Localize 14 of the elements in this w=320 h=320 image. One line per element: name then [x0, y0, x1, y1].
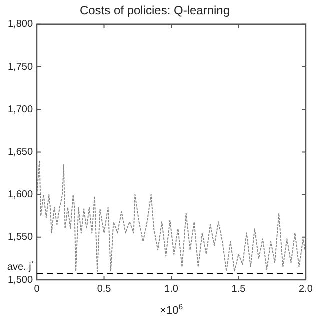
x-tick-label: 0	[34, 284, 40, 295]
line-series	[37, 160, 306, 272]
y-tick-label: 1,600	[8, 190, 34, 201]
x-tick-label: 0.5	[97, 284, 112, 295]
x-tick-label: 2.0	[299, 284, 314, 295]
y-tick-label: 1,750	[8, 62, 34, 73]
y-tick-label: 1,650	[8, 146, 34, 158]
y-tick-label: 1,500	[8, 274, 34, 286]
y-tick-label: 1,550	[8, 232, 34, 244]
x-tick-label: 1.5	[232, 284, 246, 295]
chart-title: Costs of policies: Q-learning	[80, 4, 230, 18]
x-tick-label: 1.0	[164, 284, 179, 295]
y-tick-label: 1,800	[8, 19, 34, 30]
y-tick-label: 1,700	[8, 104, 34, 116]
